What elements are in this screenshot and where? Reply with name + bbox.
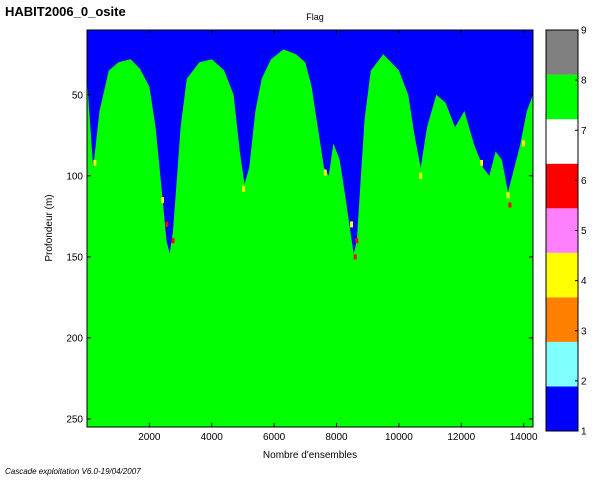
colorbar-tick-label: 7 <box>581 126 587 137</box>
x-axis: 2000 4000 6000 8000 10000 12000 14000 <box>138 30 538 443</box>
flag-4-mark <box>480 159 483 166</box>
colorbar-tick-label: 3 <box>581 326 587 337</box>
x-tick-label: 10000 <box>385 432 413 443</box>
y-tick-label: 100 <box>66 171 83 182</box>
flag-6-mark <box>355 238 359 244</box>
flag-4-mark <box>350 221 353 228</box>
plot-frame <box>86 29 534 428</box>
plot-area <box>86 29 534 428</box>
colorbar-tick-label: 4 <box>581 276 587 287</box>
page-title: HABIT2006_0_osite <box>5 4 126 19</box>
flag-4-mark <box>242 185 246 192</box>
y-tick-label: 200 <box>66 333 83 344</box>
colorbar-swatch <box>546 74 578 120</box>
colorbar-swatch <box>546 163 578 209</box>
y-tick-label: 250 <box>66 414 83 425</box>
x-tick-label: 14000 <box>510 432 538 443</box>
flag-4-mark <box>93 159 97 166</box>
flag-6-mark <box>165 221 169 227</box>
flag-6-mark <box>171 238 175 244</box>
flag-4-mark <box>323 169 327 176</box>
flag-4-mark <box>522 140 526 147</box>
flag-6-mark <box>508 202 512 208</box>
colorbar-swatch <box>546 252 578 298</box>
colorbar-swatch <box>546 386 578 431</box>
flag-4-mark <box>161 197 164 204</box>
flag-6-mark <box>353 254 357 260</box>
flag-1-region <box>87 30 533 254</box>
colorbar-swatch <box>546 297 578 342</box>
x-tick-label: 12000 <box>447 432 475 443</box>
colorbar-tick-label: 5 <box>581 226 587 237</box>
colorbar-swatch <box>546 208 578 253</box>
flag-marks <box>93 140 526 260</box>
footer-credit: Cascade exploitation V6.0-19/04/2007 <box>5 467 141 476</box>
colorbar-tick-label: 9 <box>581 26 587 37</box>
flag-4-mark <box>419 172 423 179</box>
colorbar-swatch <box>546 341 578 387</box>
x-tick-label: 8000 <box>325 432 348 443</box>
colorbar-swatch <box>546 30 578 75</box>
colorbar-tick-label: 2 <box>581 376 587 387</box>
x-tick-label: 4000 <box>201 432 224 443</box>
colorbar-tick-label: 1 <box>581 427 587 438</box>
x-tick-label: 2000 <box>138 432 161 443</box>
chart-title: Flag <box>306 12 324 22</box>
y-axis-label: Profondeur (m) <box>44 194 55 261</box>
colorbar-swatch <box>546 119 578 164</box>
colorbar-tick-label: 8 <box>581 76 587 87</box>
y-axis: 50 100 150 200 250 <box>66 90 533 425</box>
x-axis-label: Nombre d'ensembles <box>263 450 357 461</box>
y-tick-label: 50 <box>72 90 84 101</box>
colorbar-tick-label: 6 <box>581 176 587 187</box>
colorbar: 1 2 3 4 5 6 7 8 9 <box>545 26 587 438</box>
flag-4-mark <box>506 192 510 199</box>
y-tick-label: 150 <box>66 252 83 263</box>
x-tick-label: 6000 <box>263 432 286 443</box>
